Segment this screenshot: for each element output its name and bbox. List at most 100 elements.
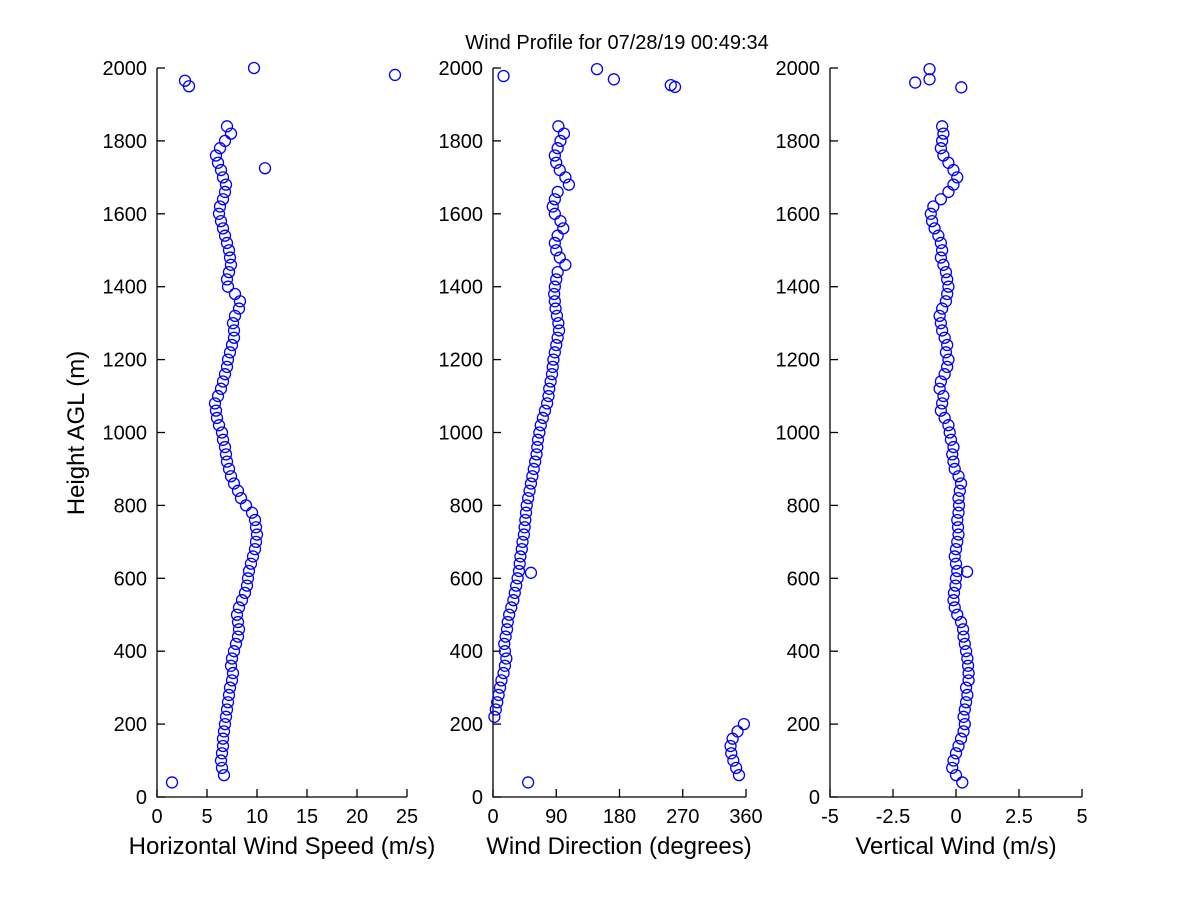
data-point [942,353,955,366]
data-point [216,222,230,235]
data-point [941,287,954,301]
data-point [959,645,973,658]
data-point [724,739,737,753]
data-point [956,623,970,636]
y-tick-label: 1400 [776,277,821,299]
data-point [230,608,244,621]
data-point [946,448,959,461]
data-point [216,732,230,745]
subplot-1-y-ticks: 0 200 400 600 800 1000 1200 1400 1600 1800 2000 [103,58,165,809]
data-point [497,666,510,680]
data-point [554,134,567,148]
data-point [218,134,232,148]
data-point [938,368,951,381]
data-point [218,368,232,381]
data-point [730,761,743,774]
data-point [225,338,239,352]
data-point [942,280,955,293]
data-point [514,550,527,563]
y-tick-label: 1600 [439,204,484,226]
data-point [952,739,965,753]
x-tick-label: 5 [201,806,212,828]
data-point [241,572,255,585]
data-point [215,747,229,760]
data-point [231,484,245,497]
data-point [935,302,949,315]
data-point [551,265,564,279]
data-point [510,579,523,592]
data-point [934,142,948,155]
data-point [231,615,245,629]
data-point [935,134,949,148]
data-point [218,229,232,242]
data-point [234,491,248,505]
subplot-3-points [909,62,975,789]
data-point [562,178,576,191]
y-tick-label: 1000 [439,423,484,445]
subplot-1-points [165,61,402,789]
data-point [548,236,561,250]
subplot-2-x-ticks: 0 90 180 270 360 [487,789,763,828]
data-point [545,368,559,381]
y-tick-label: 600 [450,568,483,590]
data-point [217,768,231,782]
y-tick-label: 1200 [776,350,821,372]
outlier-data-point [258,162,272,175]
data-point [949,557,963,570]
data-point [226,316,240,330]
data-point [949,572,963,585]
data-point [493,681,507,694]
data-point [226,666,240,680]
data-point [550,273,563,286]
subplot-2-axis-lines [492,68,746,798]
outlier-data-point [590,62,604,76]
data-point [935,397,949,410]
outlier-data-point [247,61,261,75]
x-tick-label: 20 [346,806,368,828]
data-point [547,353,560,366]
data-point [219,710,233,723]
data-point [221,353,235,366]
data-point [933,382,946,395]
x-tick-label: 25 [396,806,418,828]
data-point [548,295,561,308]
data-point [246,550,260,563]
data-point [220,703,234,716]
data-point [511,572,524,585]
data-point [548,280,561,293]
outlier-data-point [923,62,936,76]
outlier-data-point [524,566,538,579]
data-point [949,768,963,782]
data-point [554,214,567,228]
data-point [959,681,973,694]
data-point [933,309,946,323]
data-point [498,637,511,651]
data-point [551,142,564,155]
x-tick-label: -2.5 [876,806,910,828]
data-point [725,747,738,760]
y-tick-label: 800 [787,495,820,517]
x-tick-label: 90 [545,806,567,828]
subplot-2-points [488,62,751,789]
data-point [737,717,751,731]
y-tick-label: 0 [136,787,147,809]
data-point [222,462,236,476]
data-point [553,163,566,177]
data-point [951,521,965,534]
y-tick-label: 2000 [103,58,148,80]
data-point [216,433,230,446]
data-point [227,331,241,344]
data-point [937,258,950,271]
data-point [521,491,535,505]
data-point [515,542,528,556]
data-point [503,608,516,621]
data-point [215,426,229,439]
data-point [500,652,513,665]
y-tick-label: 1000 [103,423,148,445]
data-point [552,120,565,133]
data-point [934,193,948,206]
data-point [928,222,941,235]
data-point [248,513,262,527]
data-point [925,214,939,228]
outlier-data-point [909,76,922,89]
